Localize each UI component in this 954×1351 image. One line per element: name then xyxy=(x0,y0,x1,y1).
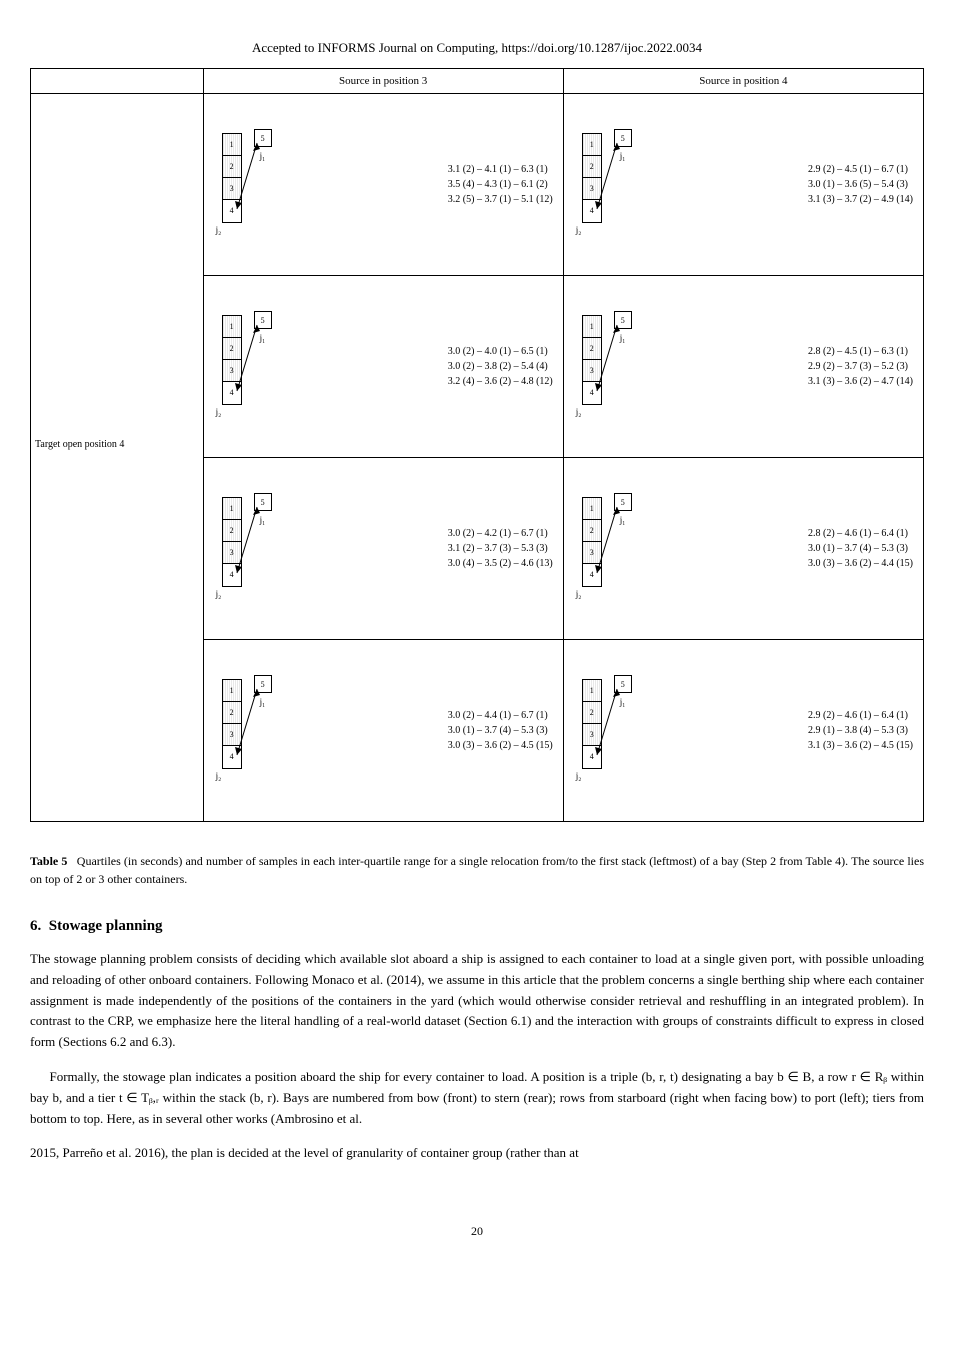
running-header: Accepted to INFORMS Journal on Computing… xyxy=(30,40,924,56)
table-caption-text: Quartiles (in seconds) and number of sam… xyxy=(30,854,924,886)
paragraph-2: Formally, the stowage plan indicates a p… xyxy=(30,1067,924,1129)
col-header-empty xyxy=(31,69,204,94)
section-heading: 6. Stowage planning xyxy=(30,918,924,935)
page-number: 20 xyxy=(30,1224,924,1239)
paragraph-1: The stowage planning problem consists of… xyxy=(30,949,924,1053)
table-number: Table 5 xyxy=(30,854,67,868)
table-caption-block: Table 5 Quartiles (in seconds) and numbe… xyxy=(30,852,924,888)
section-number: 6. xyxy=(30,918,41,934)
section-title: Stowage planning xyxy=(49,918,163,934)
results-table: Source in position 3 Source in position … xyxy=(30,68,924,822)
col-header-source3: Source in position 3 xyxy=(203,69,563,94)
col-header-source4: Source in position 4 xyxy=(563,69,923,94)
paragraph-3: 2015, Parreño et al. 2016), the plan is … xyxy=(30,1143,924,1164)
